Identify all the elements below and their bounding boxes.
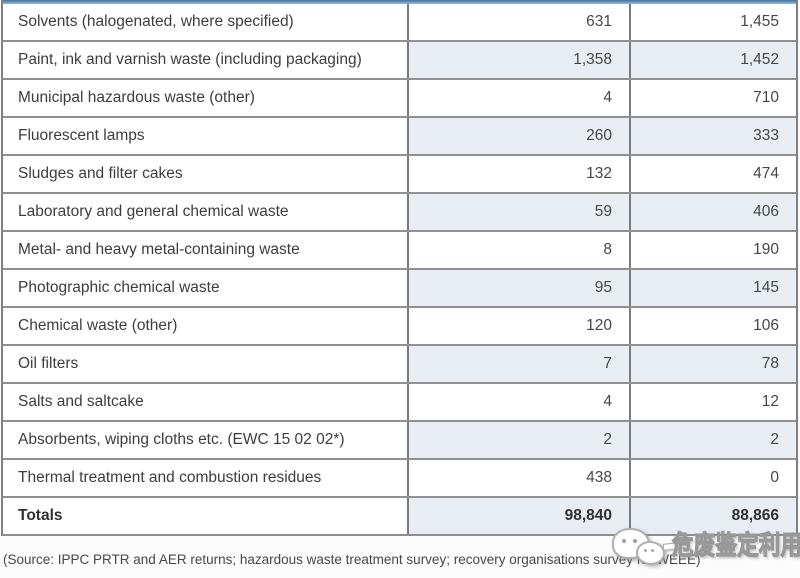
category-cell: Municipal hazardous waste (other) <box>3 80 409 116</box>
value-cell-col2: 12 <box>631 384 796 420</box>
table-row: Salts and saltcake 4 12 <box>3 384 796 422</box>
table-top-divider <box>3 0 796 4</box>
totals-label-cell: Totals <box>3 498 409 534</box>
table-row: Absorbents, wiping cloths etc. (EWC 15 0… <box>3 422 796 460</box>
value-cell-col1: 132 <box>409 156 631 192</box>
category-cell: Laboratory and general chemical waste <box>3 194 409 230</box>
category-cell: Salts and saltcake <box>3 384 409 420</box>
watermark: 危废鉴定利用 <box>608 526 800 568</box>
value-cell-col2: 1,455 <box>631 4 796 40</box>
value-cell-col2: 106 <box>631 308 796 344</box>
value-cell-col2: 145 <box>631 270 796 306</box>
table-row: Photographic chemical waste 95 145 <box>3 270 796 308</box>
wechat-logo-small-bubble-icon <box>636 541 665 565</box>
value-cell-col2: 78 <box>631 346 796 382</box>
value-cell-col2: 333 <box>631 118 796 154</box>
table-row: Solvents (halogenated, where specified) … <box>3 4 796 42</box>
category-cell: Fluorescent lamps <box>3 118 409 154</box>
table-row: Paint, ink and varnish waste (including … <box>3 42 796 80</box>
waste-categories-table: Solvents (halogenated, where specified) … <box>1 0 798 536</box>
table-row: Oil filters 7 78 <box>3 346 796 384</box>
totals-row: Totals 98,840 88,866 <box>3 498 796 534</box>
category-cell: Chemical waste (other) <box>3 308 409 344</box>
value-cell-col2: 0 <box>631 460 796 496</box>
value-cell-col1: 8 <box>409 232 631 268</box>
table-row: Thermal treatment and combustion residue… <box>3 460 796 498</box>
value-cell-col1: 95 <box>409 270 631 306</box>
value-cell-col1: 4 <box>409 384 631 420</box>
value-cell-col1: 438 <box>409 460 631 496</box>
value-cell-col1: 59 <box>409 194 631 230</box>
totals-value-cell-col1: 98,840 <box>409 498 631 534</box>
value-cell-col1: 4 <box>409 80 631 116</box>
category-cell: Thermal treatment and combustion residue… <box>3 460 409 496</box>
category-cell: Metal- and heavy metal-containing waste <box>3 232 409 268</box>
table-row: Chemical waste (other) 120 106 <box>3 308 796 346</box>
value-cell-col1: 260 <box>409 118 631 154</box>
value-cell-col1: 1,358 <box>409 42 631 78</box>
value-cell-col2: 474 <box>631 156 796 192</box>
table-row: Sludges and filter cakes 132 474 <box>3 156 796 194</box>
category-cell: Solvents (halogenated, where specified) <box>3 4 409 40</box>
value-cell-col2: 2 <box>631 422 796 458</box>
table-row: Municipal hazardous waste (other) 4 710 <box>3 80 796 118</box>
value-cell-col2: 190 <box>631 232 796 268</box>
value-cell-col2: 1,452 <box>631 42 796 78</box>
category-cell: Oil filters <box>3 346 409 382</box>
value-cell-col1: 2 <box>409 422 631 458</box>
category-cell: Photographic chemical waste <box>3 270 409 306</box>
value-cell-col1: 631 <box>409 4 631 40</box>
category-cell: Paint, ink and varnish waste (including … <box>3 42 409 78</box>
table-row: Metal- and heavy metal-containing waste … <box>3 232 796 270</box>
watermark-text: 危废鉴定利用 <box>671 529 800 560</box>
totals-value-cell-col2: 88,866 <box>631 498 796 534</box>
category-cell: Sludges and filter cakes <box>3 156 409 192</box>
value-cell-col1: 120 <box>409 308 631 344</box>
table-row: Fluorescent lamps 260 333 <box>3 118 796 156</box>
value-cell-col2: 406 <box>631 194 796 230</box>
value-cell-col2: 710 <box>631 80 796 116</box>
value-cell-col1: 7 <box>409 346 631 382</box>
source-note: (Source: IPPC PRTR and AER returns; haza… <box>3 552 701 567</box>
category-cell: Absorbents, wiping cloths etc. (EWC 15 0… <box>3 422 409 458</box>
table-row: Laboratory and general chemical waste 59… <box>3 194 796 232</box>
